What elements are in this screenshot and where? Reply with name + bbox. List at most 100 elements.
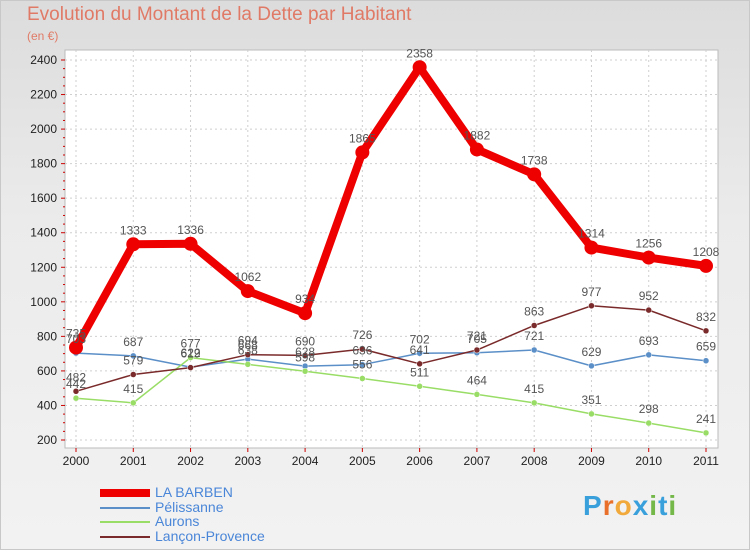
data-label: 977 (581, 285, 601, 299)
data-point (699, 258, 713, 273)
data-point (240, 284, 255, 299)
y-tick-label: 800 (37, 329, 57, 343)
data-point (530, 346, 538, 354)
data-label: 482 (66, 370, 86, 384)
data-point (72, 388, 80, 395)
data-point (588, 410, 595, 418)
data-label: 511 (410, 365, 429, 379)
data-point (355, 145, 370, 160)
y-tick-label: 1000 (30, 295, 57, 309)
data-point (244, 351, 252, 358)
data-point (183, 236, 198, 251)
data-point (126, 237, 141, 252)
data-label: 619 (181, 347, 201, 361)
legend-swatch (100, 521, 150, 523)
data-point (530, 399, 538, 407)
y-tick-label: 2200 (30, 88, 57, 102)
data-label: 934 (295, 292, 315, 306)
data-point (359, 345, 366, 353)
data-label: 1336 (177, 223, 204, 237)
data-label: 641 (410, 343, 430, 357)
data-label: 721 (524, 329, 544, 343)
data-label: 442 (66, 377, 86, 391)
chart-subtitle: (en €) (27, 29, 59, 43)
logo-letter: i (649, 490, 659, 521)
data-point (469, 142, 484, 157)
data-label: 952 (639, 289, 659, 303)
x-tick-label: 2007 (464, 454, 491, 468)
data-label: 735 (66, 327, 86, 341)
data-point (416, 383, 423, 390)
data-label: 598 (295, 350, 315, 364)
data-point (530, 322, 538, 329)
data-label: 464 (467, 373, 487, 387)
x-tick-label: 2000 (63, 454, 90, 468)
logo-letter: t (658, 490, 669, 521)
proxiti-logo: Proxiti (583, 490, 677, 522)
data-label: 1333 (120, 223, 147, 237)
y-tick-label: 400 (37, 398, 57, 412)
logo-letter: x (632, 490, 650, 521)
data-point (72, 394, 80, 402)
data-label: 1314 (578, 227, 605, 241)
y-tick-label: 1400 (30, 226, 57, 240)
data-point (588, 362, 595, 370)
data-label: 1256 (635, 237, 662, 251)
data-point (187, 354, 194, 361)
x-tick-label: 2003 (234, 454, 261, 468)
data-point (244, 361, 252, 368)
data-label: 1865 (349, 131, 376, 145)
data-label: 694 (238, 334, 258, 348)
logo-letter: o (614, 490, 633, 521)
data-label: 1062 (234, 270, 261, 284)
data-point (130, 371, 137, 378)
data-label: 677 (181, 337, 201, 351)
data-point (416, 350, 423, 357)
data-point (298, 306, 313, 321)
data-point (527, 167, 542, 182)
data-label: 693 (639, 334, 659, 348)
data-label: 1208 (693, 245, 720, 259)
y-tick-label: 1200 (30, 260, 57, 274)
chart-title: Evolution du Montant de la Dette par Hab… (27, 4, 412, 25)
legend-label: LA BARBEN (155, 484, 233, 500)
data-point (416, 360, 423, 368)
series-line-0 (72, 63, 710, 352)
legend-swatch (100, 506, 150, 509)
data-point (645, 351, 652, 359)
x-tick-label: 2011 (693, 454, 719, 468)
data-label: 702 (410, 332, 430, 346)
data-label: 705 (467, 332, 487, 346)
data-label: 636 (352, 344, 372, 358)
data-point (359, 361, 366, 368)
data-label: 726 (352, 328, 372, 342)
legend-label: Pélissanne (155, 498, 224, 515)
y-tick-label: 1600 (30, 191, 57, 205)
data-point (187, 364, 194, 371)
data-label: 863 (524, 304, 544, 318)
x-tick-label: 2001 (120, 454, 147, 468)
x-tick-label: 2005 (349, 454, 376, 468)
x-tick-label: 2009 (578, 454, 605, 468)
data-label: 579 (123, 354, 143, 368)
series-line-2 (75, 356, 707, 434)
data-point (473, 346, 481, 354)
data-label: 351 (581, 393, 601, 407)
data-point (301, 368, 309, 375)
y-tick-label: 2000 (30, 122, 57, 136)
data-label: 703 (66, 332, 86, 346)
x-tick-label: 2004 (292, 454, 319, 468)
x-tick-label: 2006 (406, 454, 433, 468)
data-label: 298 (639, 402, 659, 416)
data-point (588, 302, 595, 310)
y-tick-label: 1800 (30, 157, 57, 171)
data-point (702, 327, 710, 335)
logo-letter: i (668, 490, 678, 521)
x-tick-label: 2010 (635, 454, 662, 468)
data-point (412, 60, 427, 75)
y-tick-label: 2400 (30, 53, 57, 67)
data-point (359, 375, 366, 382)
legend-label: Lançon-Provence (155, 527, 265, 544)
data-point (473, 391, 481, 398)
